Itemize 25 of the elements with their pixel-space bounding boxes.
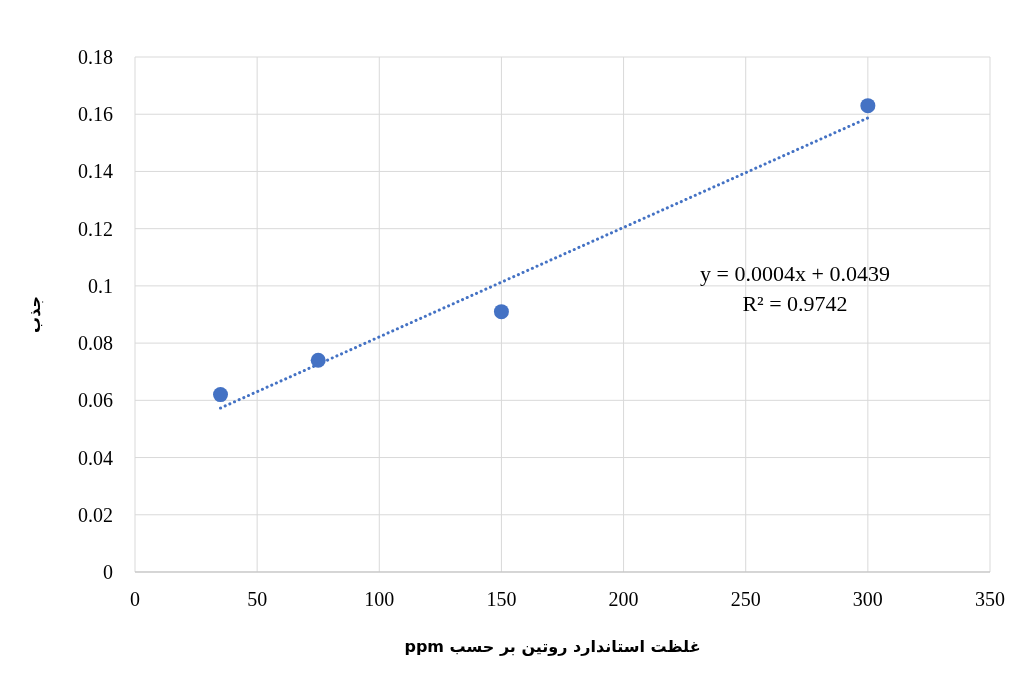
y-axis-title: جذب	[25, 296, 44, 333]
x-tick-label: 150	[486, 588, 517, 610]
annotation: R² = 0.9742	[742, 291, 848, 316]
y-tick-label: 0.02	[78, 503, 113, 526]
y-tick-label: 0.08	[78, 332, 113, 355]
annotation: y = 0.0004x + 0.0439	[700, 261, 890, 286]
x-tick-label: 0	[130, 588, 140, 610]
y-tick-label: 0	[103, 561, 113, 583]
y-tick-label: 0.06	[78, 389, 113, 412]
x-tick-label: 200	[608, 588, 639, 610]
y-tick-label: 0.1	[88, 274, 113, 297]
y-tick-label: 0.04	[78, 446, 113, 469]
x-tick-label: 350	[975, 588, 1005, 610]
y-tick-label: 0.14	[78, 160, 113, 183]
point	[493, 304, 509, 320]
x-tick-label: 300	[852, 588, 883, 610]
point	[213, 387, 228, 403]
x-tick-label: 250	[730, 588, 761, 610]
point	[860, 98, 876, 114]
y-tick-label: 0.16	[78, 103, 113, 126]
x-tick-label: 100	[364, 588, 395, 610]
x-tick-label: 50	[247, 588, 268, 610]
x-axis-title: غلظت استاندارد روتین بر حسب ppm	[404, 637, 701, 656]
y-tick-label: 0.12	[78, 217, 113, 240]
y-tick-label: 0.18	[78, 46, 113, 68]
